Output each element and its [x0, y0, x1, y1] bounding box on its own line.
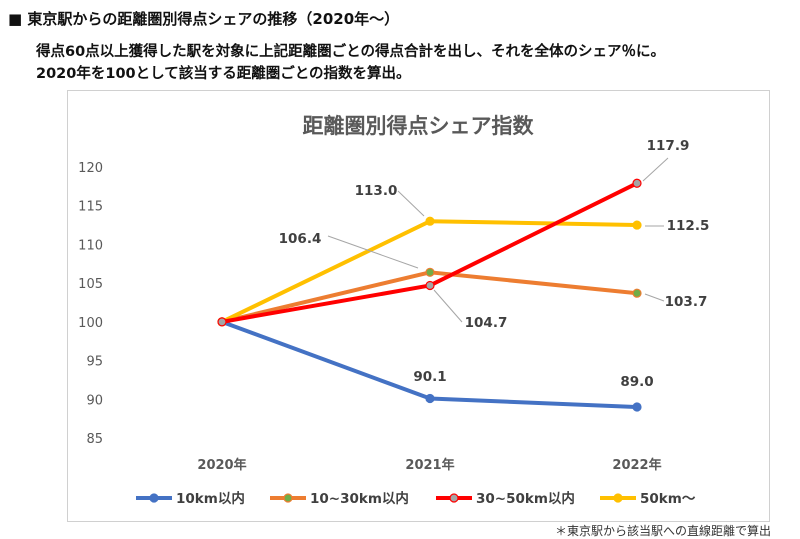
data-point	[425, 216, 435, 226]
series-line	[221, 181, 638, 324]
y-tick-label: 110	[78, 238, 103, 253]
section-title: ■ 東京駅からの距離圏別得点シェアの推移（2020年～）	[8, 10, 400, 28]
y-tick-label: 85	[86, 432, 103, 447]
legend-marker	[149, 493, 159, 503]
description-line-1: 得点60点以上獲得した駅を対象に上記距離圏ごとの得点合計を出し、それを全体のシェ…	[36, 44, 666, 60]
data-point	[217, 317, 227, 327]
data-point	[425, 280, 435, 291]
data-label: 104.7	[465, 315, 508, 331]
legend-marker	[613, 493, 623, 503]
leader-line	[327, 235, 419, 269]
y-tick-label: 95	[86, 355, 103, 370]
data-label: 90.1	[413, 369, 446, 385]
series-line	[221, 270, 638, 324]
legend-label: 10~30km以内	[310, 490, 409, 507]
x-tick-label: 2022年	[612, 457, 661, 473]
data-label: 112.5	[667, 218, 710, 234]
data-label: 103.7	[665, 294, 708, 310]
y-tick-label: 90	[86, 393, 103, 408]
legend-label: 30~50km以内	[476, 490, 575, 507]
data-point	[632, 178, 642, 188]
data-label: 113.0	[355, 183, 398, 199]
legend-label: 50km～	[640, 491, 696, 507]
data-label: 117.9	[647, 138, 690, 154]
y-tick-label: 120	[78, 161, 103, 176]
data-point	[632, 402, 642, 412]
legend-marker	[283, 493, 293, 503]
leader-line	[397, 190, 425, 217]
data-label: 89.0	[620, 374, 653, 390]
data-point	[632, 288, 642, 298]
x-tick-label: 2020年	[197, 457, 246, 473]
legend-marker	[449, 493, 459, 503]
y-tick-label: 105	[78, 277, 103, 292]
legend-label: 10km以内	[176, 490, 245, 507]
x-tick-label: 2021年	[405, 457, 454, 473]
leader-line	[642, 157, 669, 182]
data-point	[425, 267, 435, 277]
data-label: 106.4	[279, 231, 322, 247]
y-tick-label: 115	[78, 200, 103, 215]
description: 得点60点以上獲得した駅を対象に上記距離圏ごとの得点合計を出し、それを全体のシェ…	[36, 41, 665, 85]
description-line-2: 2020年を100として該当する距離圏ごとの指数を算出。	[36, 66, 411, 82]
data-point	[425, 393, 435, 404]
y-tick-label: 100	[78, 316, 103, 331]
leader-line	[433, 289, 463, 323]
chart-title: 距離圏別得点シェア指数	[303, 114, 535, 138]
data-point	[632, 220, 642, 230]
chart-frame	[67, 90, 770, 522]
footnote: ＊東京駅から該当駅への直線距離で算出	[555, 524, 772, 538]
leader-line	[644, 293, 665, 302]
